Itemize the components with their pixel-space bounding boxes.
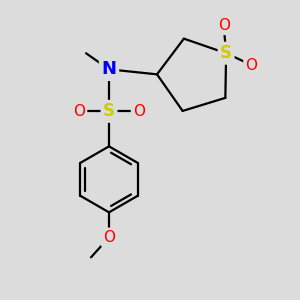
- Text: O: O: [103, 230, 115, 245]
- Text: O: O: [245, 58, 257, 73]
- Text: O: O: [218, 18, 230, 33]
- Text: S: S: [103, 102, 115, 120]
- Text: O: O: [73, 104, 85, 119]
- Text: N: N: [101, 60, 116, 78]
- Text: S: S: [220, 44, 232, 62]
- Text: O: O: [133, 104, 145, 119]
